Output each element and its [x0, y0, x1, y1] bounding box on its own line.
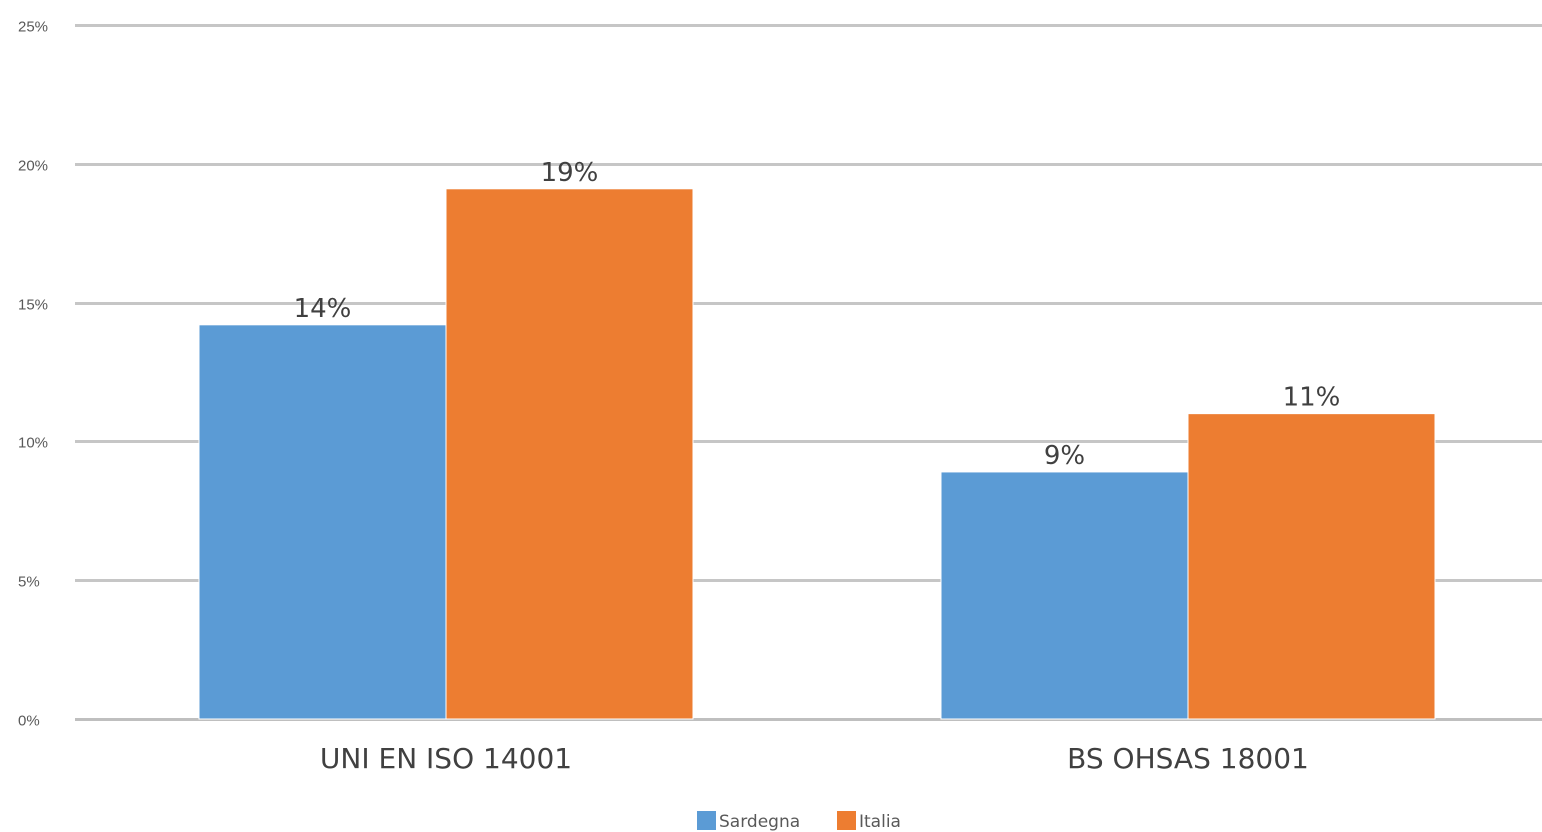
x-axis-category-labels: UNI EN ISO 14001 BS OHSAS 18001 [320, 742, 1309, 775]
data-label: 11% [1283, 383, 1341, 413]
legend-label-italia: Italia [859, 812, 901, 832]
legend-swatch-sardegna [697, 811, 716, 830]
legend-label-sardegna: Sardegna [719, 812, 800, 832]
legend-swatch-italia [837, 811, 856, 830]
legend: Sardegna Italia [697, 811, 901, 832]
bar-sardegna-0 [198, 324, 447, 720]
y-tick-label: 20% [18, 158, 48, 175]
data-label: 9% [1044, 441, 1085, 471]
y-tick-label: 10% [18, 435, 48, 452]
data-label: 14% [294, 294, 352, 324]
y-axis-tick-labels: 0% 5% 10% 15% 20% 25% [18, 19, 48, 730]
bar-sardegna-1 [940, 471, 1189, 720]
y-tick-label: 15% [18, 297, 48, 314]
y-tick-label: 0% [18, 713, 40, 730]
bar-italia-0 [445, 188, 694, 720]
y-tick-label: 5% [18, 574, 40, 591]
x-category-label: UNI EN ISO 14001 [320, 742, 572, 775]
data-labels: 14% 19% 9% 11% [294, 158, 1341, 471]
bar-italia-1 [1187, 413, 1436, 720]
x-category-label: BS OHSAS 18001 [1067, 742, 1309, 775]
y-tick-label: 25% [18, 19, 48, 36]
bars [198, 188, 1436, 720]
data-label: 19% [541, 158, 599, 188]
